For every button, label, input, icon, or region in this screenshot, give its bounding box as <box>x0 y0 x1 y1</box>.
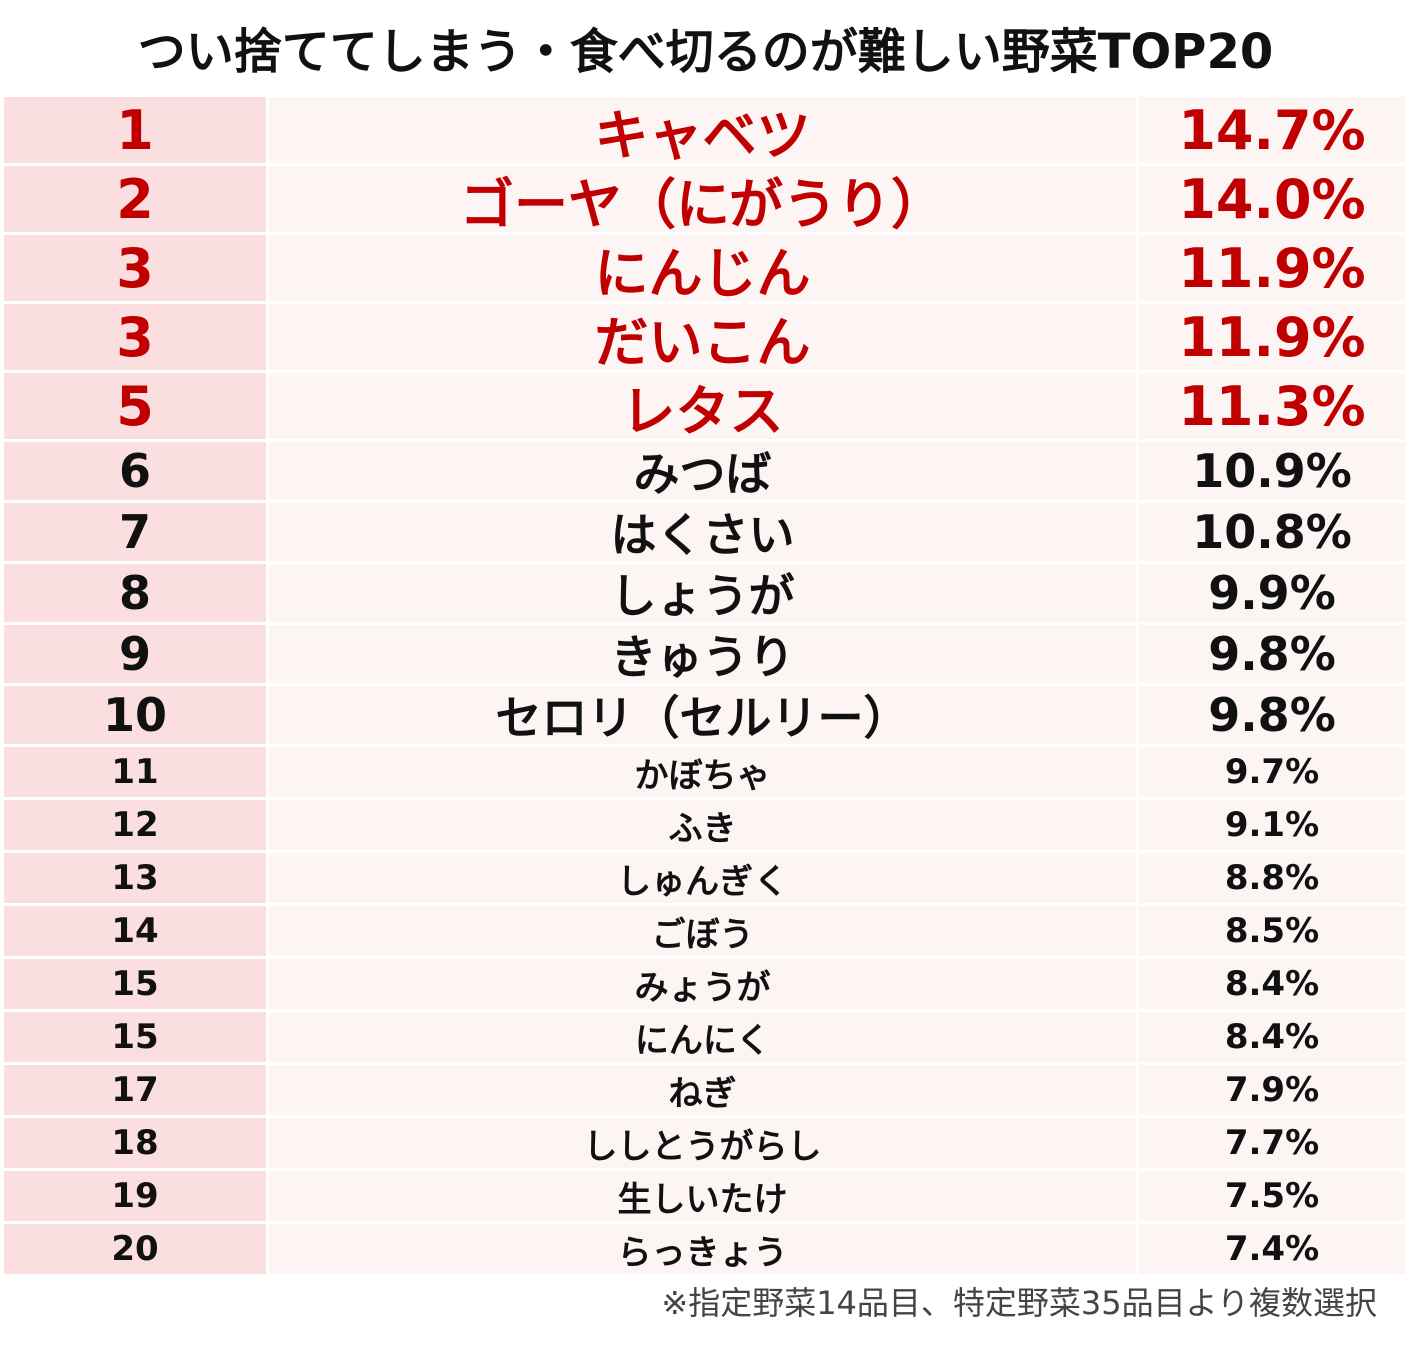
table-row: 2 ゴーヤ（にがうり） 14.0% <box>4 166 1405 235</box>
rank-cell: 14 <box>4 906 269 956</box>
rank-cell: 7 <box>4 503 269 561</box>
table-row: 15 みょうが 8.4% <box>4 959 1405 1012</box>
table-row: 13 しゅんぎく 8.8% <box>4 853 1405 906</box>
rank-cell: 9 <box>4 625 269 683</box>
rank-cell: 10 <box>4 686 269 744</box>
table-row: 10 セロリ（セルリー） 9.8% <box>4 686 1405 747</box>
vegetable-cell: ゴーヤ（にがうり） <box>269 166 1139 232</box>
percent-cell: 11.9% <box>1139 304 1405 370</box>
rank-cell: 15 <box>4 1012 269 1062</box>
table-row: 11 かぼちゃ 9.7% <box>4 747 1405 800</box>
vegetable-cell: らっきょう <box>269 1224 1139 1274</box>
rank-cell: 17 <box>4 1065 269 1115</box>
vegetable-cell: しゅんぎく <box>269 853 1139 903</box>
rank-cell: 20 <box>4 1224 269 1274</box>
percent-cell: 9.8% <box>1139 625 1405 683</box>
rank-cell: 15 <box>4 959 269 1009</box>
vegetable-cell: はくさい <box>269 503 1139 561</box>
vegetable-cell: セロリ（セルリー） <box>269 686 1139 744</box>
rank-cell: 8 <box>4 564 269 622</box>
vegetable-cell: しょうが <box>269 564 1139 622</box>
table-row: 9 きゅうり 9.8% <box>4 625 1405 686</box>
vegetable-cell: みつば <box>269 442 1139 500</box>
rank-cell: 3 <box>4 235 269 301</box>
percent-cell: 9.1% <box>1139 800 1405 850</box>
table-row: 17 ねぎ 7.9% <box>4 1065 1405 1118</box>
rank-cell: 5 <box>4 373 269 439</box>
rank-cell: 2 <box>4 166 269 232</box>
rank-cell: 1 <box>4 97 269 163</box>
percent-cell: 10.9% <box>1139 442 1405 500</box>
table-row: 20 らっきょう 7.4% <box>4 1224 1405 1277</box>
percent-cell: 9.9% <box>1139 564 1405 622</box>
rank-cell: 12 <box>4 800 269 850</box>
vegetable-cell: キャベツ <box>269 97 1139 163</box>
percent-cell: 11.9% <box>1139 235 1405 301</box>
vegetable-cell: ねぎ <box>269 1065 1139 1115</box>
vegetable-cell: だいこん <box>269 304 1139 370</box>
rank-cell: 18 <box>4 1118 269 1168</box>
table-row: 3 だいこん 11.9% <box>4 304 1405 373</box>
vegetable-cell: かぼちゃ <box>269 747 1139 797</box>
table-row: 1 キャベツ 14.7% <box>4 97 1405 166</box>
percent-cell: 11.3% <box>1139 373 1405 439</box>
ranking-table: 1 キャベツ 14.7% 2 ゴーヤ（にがうり） 14.0% 3 にんじん 11.9% 3 だいこん… <box>4 97 1405 1277</box>
vegetable-cell: 生しいたけ <box>269 1171 1139 1221</box>
vegetable-cell: にんじん <box>269 235 1139 301</box>
vegetable-cell: ごぼう <box>269 906 1139 956</box>
table-row: 6 みつば 10.9% <box>4 442 1405 503</box>
percent-cell: 8.4% <box>1139 959 1405 1009</box>
percent-cell: 7.7% <box>1139 1118 1405 1168</box>
percent-cell: 9.7% <box>1139 747 1405 797</box>
footnote: ※指定野菜14品目、特定野菜35品目より複数選択 <box>661 1284 1377 1322</box>
table-row: 7 はくさい 10.8% <box>4 503 1405 564</box>
percent-cell: 7.5% <box>1139 1171 1405 1221</box>
percent-cell: 7.9% <box>1139 1065 1405 1115</box>
table-row: 12 ふき 9.1% <box>4 800 1405 853</box>
percent-cell: 9.8% <box>1139 686 1405 744</box>
table-row: 19 生しいたけ 7.5% <box>4 1171 1405 1224</box>
vegetable-cell: ふき <box>269 800 1139 850</box>
percent-cell: 14.0% <box>1139 166 1405 232</box>
rank-cell: 6 <box>4 442 269 500</box>
percent-cell: 7.4% <box>1139 1224 1405 1274</box>
rank-cell: 3 <box>4 304 269 370</box>
vegetable-cell: きゅうり <box>269 625 1139 683</box>
table-row: 5 レタス 11.3% <box>4 373 1405 442</box>
rank-cell: 19 <box>4 1171 269 1221</box>
chart-title: つい捨ててしまう・食べ切るのが難しい野菜TOP20 <box>137 24 1274 80</box>
percent-cell: 14.7% <box>1139 97 1405 163</box>
vegetable-cell: レタス <box>269 373 1139 439</box>
percent-cell: 8.4% <box>1139 1012 1405 1062</box>
table-row: 18 ししとうがらし 7.7% <box>4 1118 1405 1171</box>
rank-cell: 13 <box>4 853 269 903</box>
table-row: 15 にんにく 8.4% <box>4 1012 1405 1065</box>
percent-cell: 10.8% <box>1139 503 1405 561</box>
vegetable-cell: ししとうがらし <box>269 1118 1139 1168</box>
vegetable-cell: みょうが <box>269 959 1139 1009</box>
percent-cell: 8.5% <box>1139 906 1405 956</box>
table-row: 14 ごぼう 8.5% <box>4 906 1405 959</box>
table-row: 3 にんじん 11.9% <box>4 235 1405 304</box>
vegetable-cell: にんにく <box>269 1012 1139 1062</box>
percent-cell: 8.8% <box>1139 853 1405 903</box>
rank-cell: 11 <box>4 747 269 797</box>
table-row: 8 しょうが 9.9% <box>4 564 1405 625</box>
